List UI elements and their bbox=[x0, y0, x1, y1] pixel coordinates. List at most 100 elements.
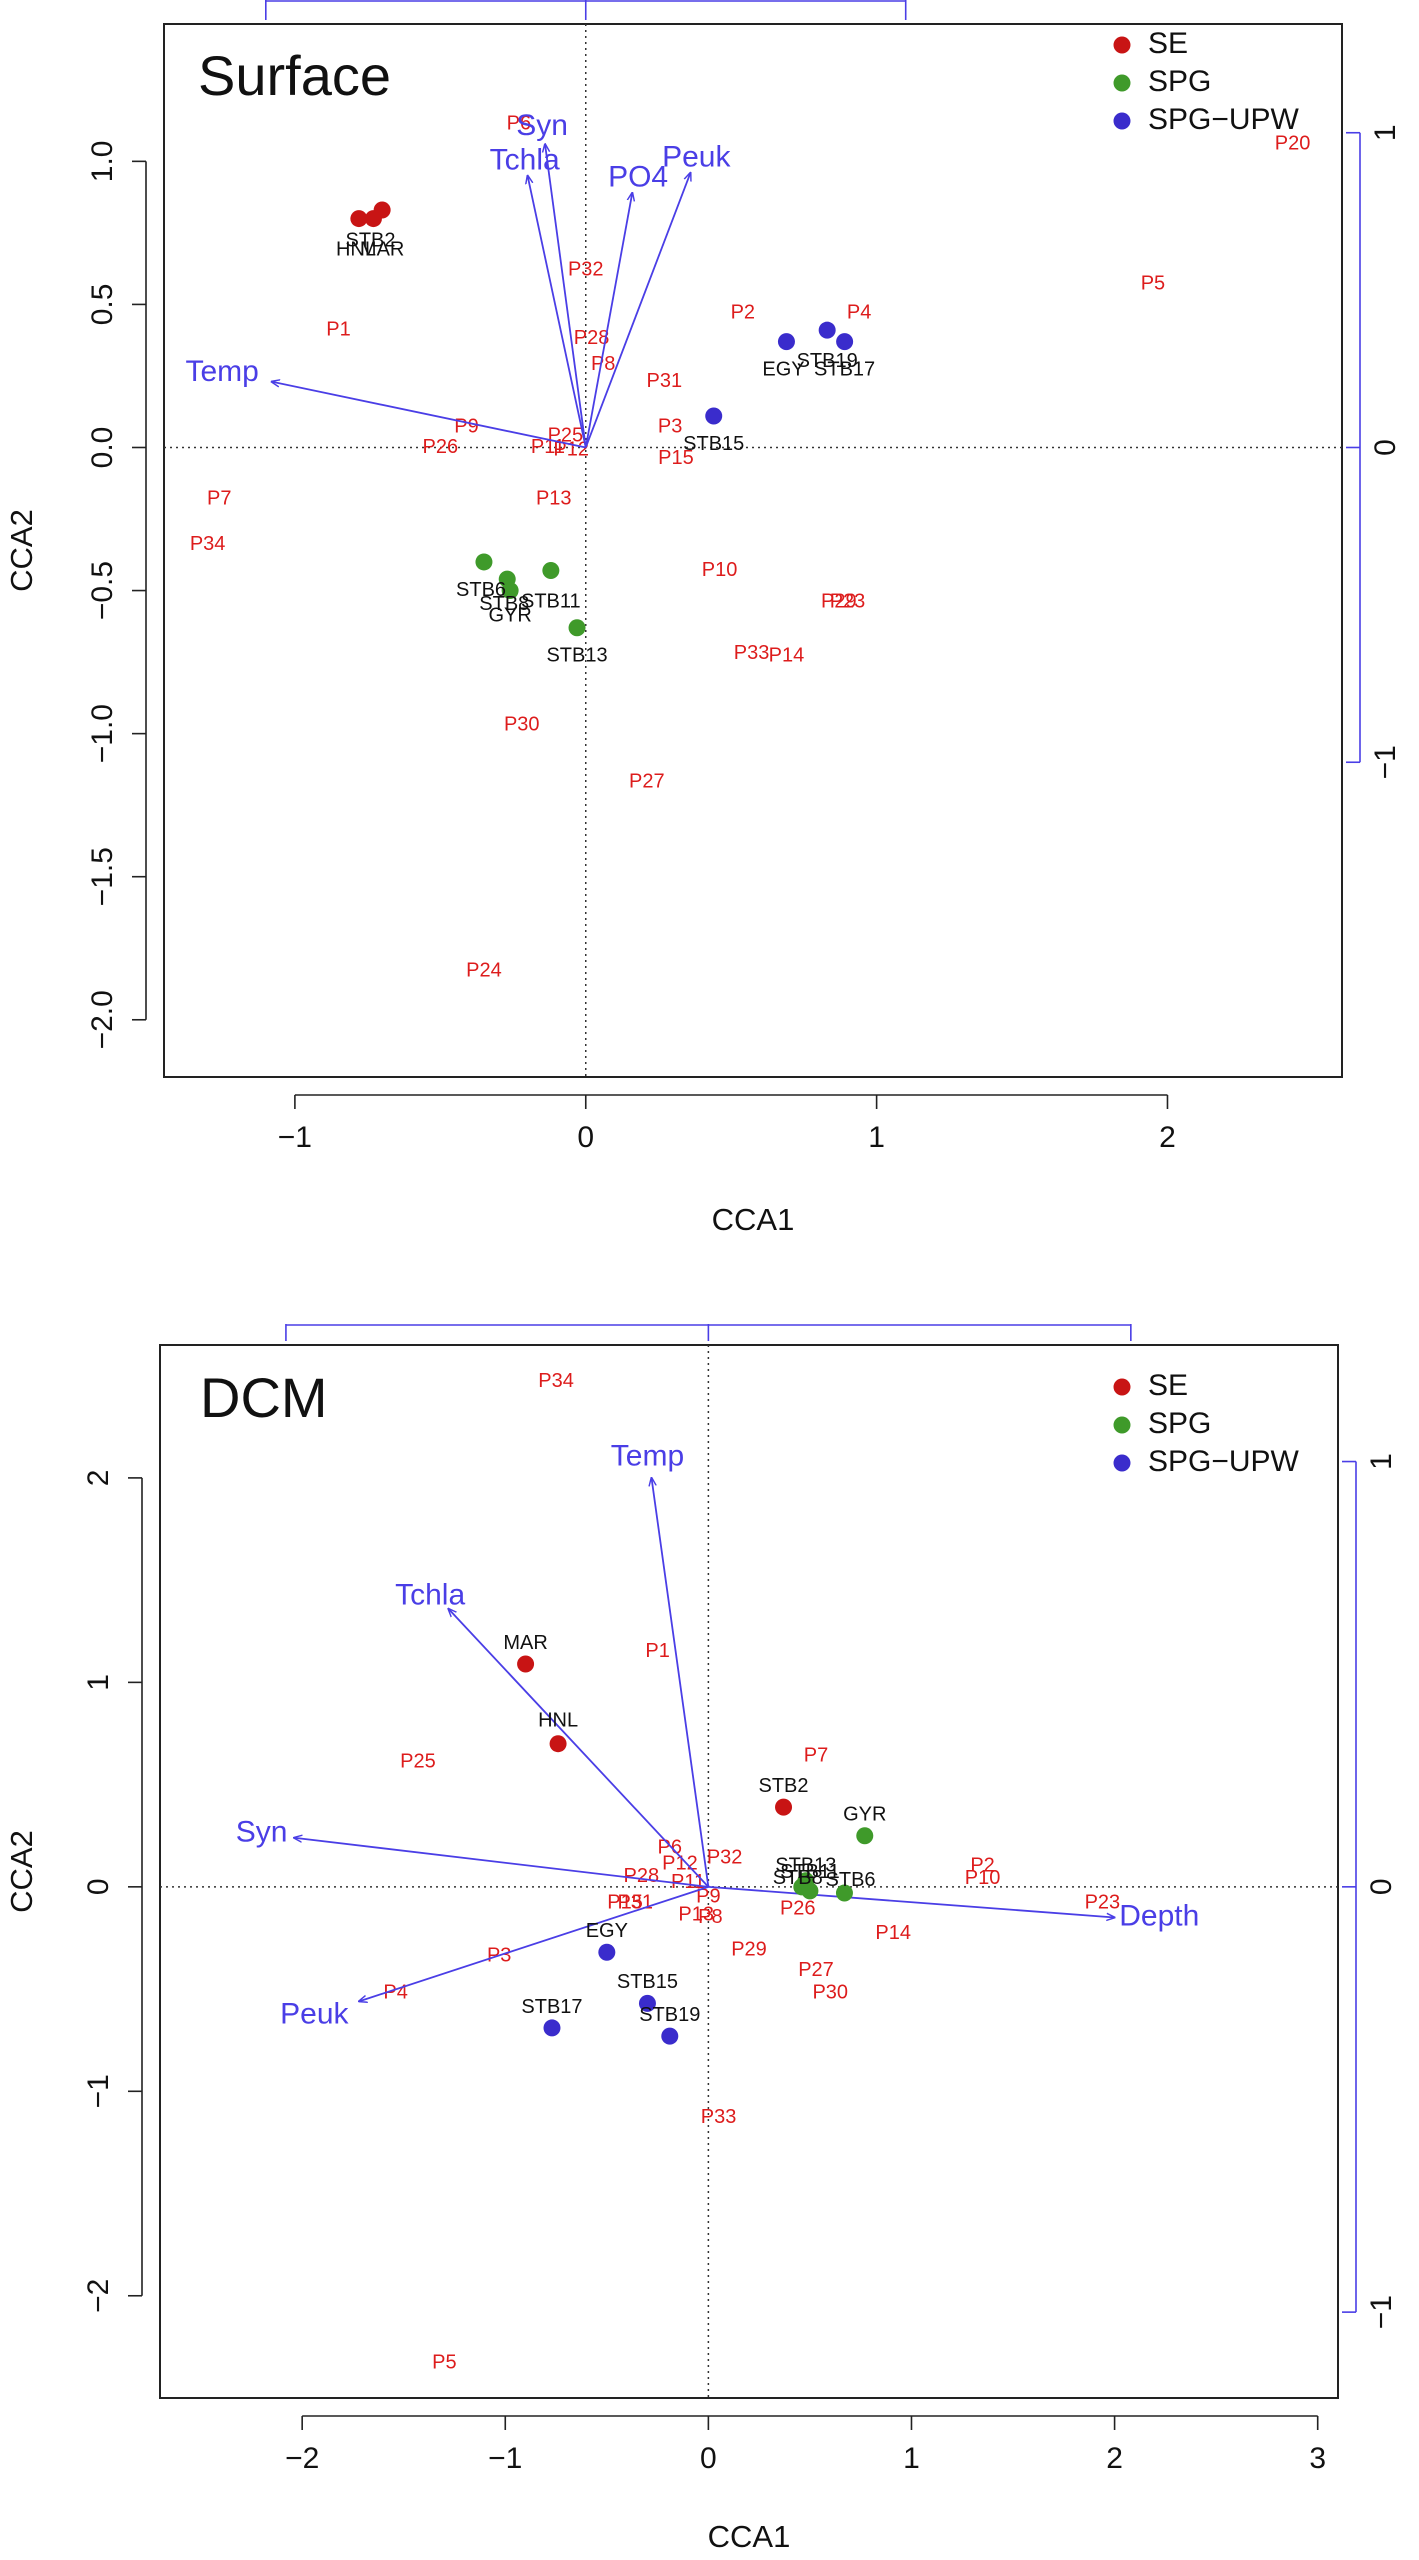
x-tick-label: 2 bbox=[1106, 2442, 1123, 2475]
vector-label: Syn bbox=[236, 1816, 288, 1849]
y-tick-label: 1.0 bbox=[86, 140, 119, 182]
x-tick-label: 0 bbox=[577, 1121, 594, 1154]
surface-panel: −1 0 1 2 −2.0 −1.5 −1.0 −0.5 0.0 0.5 1.0 −1 0 1 CCA1 CC… bbox=[4, 0, 1402, 1237]
site-label: STB8 bbox=[773, 1867, 823, 1889]
species-label: P4 bbox=[847, 301, 871, 323]
species-label: P10 bbox=[965, 1867, 1001, 1889]
y-tick-label: −0.5 bbox=[86, 561, 119, 620]
vector-label: Temp bbox=[185, 355, 258, 388]
x-tick-label: −2 bbox=[285, 2442, 319, 2475]
site-label: STB17 bbox=[521, 1996, 582, 2018]
site-label: STB15 bbox=[683, 433, 744, 455]
plot-frame bbox=[163, 23, 1343, 1078]
species-label: P6 bbox=[507, 112, 531, 134]
legend-marker bbox=[1113, 112, 1131, 130]
site-label: MAR bbox=[503, 1632, 547, 1654]
site-point-stb15 bbox=[638, 1994, 656, 2012]
vector-arrow-peuk bbox=[584, 173, 691, 448]
y-tick-label: 0.0 bbox=[86, 427, 119, 469]
site-label: STB8 bbox=[479, 593, 529, 615]
y-tick-label: 2 bbox=[82, 1470, 115, 1487]
y-tick-label: 0.5 bbox=[86, 284, 119, 326]
species-label: P13 bbox=[678, 1904, 714, 1926]
species-label: P23 bbox=[1085, 1891, 1121, 1913]
species-label: P2 bbox=[731, 301, 755, 323]
legend-marker bbox=[1113, 74, 1131, 92]
site-point-stb19 bbox=[661, 2027, 679, 2045]
vector-arrow-tchla bbox=[528, 176, 587, 448]
legend-marker bbox=[1113, 1454, 1131, 1472]
legend: SE SPG SPG−UPW bbox=[1113, 1369, 1300, 1478]
species-label: P14 bbox=[769, 645, 805, 667]
legend-label: SPG bbox=[1148, 1407, 1211, 1440]
right-secondary-tick-label: 0 bbox=[1369, 439, 1402, 456]
species-label: P15 bbox=[607, 1891, 643, 1913]
y-tick-label: −1.5 bbox=[86, 847, 119, 906]
species-label: P15 bbox=[658, 447, 694, 469]
species-label: P13 bbox=[536, 487, 572, 509]
vector-label: Peuk bbox=[280, 1998, 349, 2031]
site-point-stb8 bbox=[801, 1882, 819, 1900]
vector-arrow-syn bbox=[294, 1838, 709, 1888]
species-label: P27 bbox=[629, 771, 665, 793]
vector-label: Tchla bbox=[395, 1578, 465, 1611]
species-label: P5 bbox=[432, 2352, 456, 2374]
site-label: STB17 bbox=[814, 359, 875, 381]
site-point-mar bbox=[364, 210, 382, 228]
vector-arrow-po4 bbox=[584, 193, 633, 448]
species-label: P23 bbox=[830, 590, 866, 612]
species-label: P30 bbox=[812, 1981, 848, 2003]
site-point-stb17 bbox=[543, 2019, 561, 2037]
legend: SE SPG SPG−UPW bbox=[1113, 27, 1300, 136]
site-point-stb13 bbox=[568, 619, 586, 637]
site-label: HNL bbox=[538, 1709, 578, 1731]
site-point-egy bbox=[598, 1943, 616, 1961]
site-point-gyr bbox=[501, 582, 519, 600]
site-label: EGY bbox=[762, 359, 804, 381]
site-point-stb19 bbox=[818, 321, 836, 339]
site-label: STB11 bbox=[780, 1861, 840, 1883]
site-point-gyr bbox=[856, 1827, 874, 1845]
site-point-egy bbox=[777, 333, 795, 351]
site-point-hnl bbox=[549, 1735, 567, 1753]
site-point-stb6 bbox=[475, 553, 493, 571]
species-label: P32 bbox=[707, 1846, 743, 1868]
right-secondary-tick-label: 1 bbox=[1369, 124, 1402, 141]
site-point-stb2 bbox=[775, 1798, 793, 1816]
species-label: P3 bbox=[658, 416, 682, 438]
species-label: P9 bbox=[454, 416, 478, 438]
vector-label: PO4 bbox=[608, 160, 668, 193]
site-label: STB6 bbox=[826, 1869, 876, 1891]
vector-arrow-temp bbox=[272, 382, 586, 449]
site-point-stb15 bbox=[705, 407, 723, 425]
legend-marker bbox=[1113, 1378, 1131, 1396]
site-point-hnl bbox=[350, 210, 368, 228]
x-axis-title: CCA1 bbox=[712, 1202, 795, 1237]
site-label: HNL bbox=[336, 238, 376, 260]
right-secondary-tick-label: 1 bbox=[1365, 1453, 1398, 1470]
species-label: P2 bbox=[970, 1855, 994, 1877]
species-label: P10 bbox=[702, 559, 738, 581]
site-label: MAR bbox=[360, 238, 404, 260]
y-tick-label: −2 bbox=[82, 2279, 115, 2313]
species-label: P25 bbox=[400, 1750, 436, 1772]
vector-label: Temp bbox=[611, 1439, 684, 1472]
vector-label: Tchla bbox=[490, 143, 560, 176]
site-label: STB19 bbox=[797, 350, 858, 372]
legend-marker bbox=[1113, 36, 1131, 54]
legend-label: SPG−UPW bbox=[1148, 1445, 1300, 1478]
vector-label: Depth bbox=[1119, 1899, 1199, 1932]
x-axis-title: CCA1 bbox=[708, 2519, 791, 2554]
species-label: P8 bbox=[698, 1906, 722, 1928]
species-label: P28 bbox=[624, 1865, 660, 1887]
legend-marker bbox=[1113, 1416, 1131, 1434]
y-tick-label: 1 bbox=[82, 1674, 115, 1691]
x-tick-label: −1 bbox=[488, 2442, 522, 2475]
species-label: P7 bbox=[804, 1744, 828, 1766]
site-label: STB13 bbox=[546, 645, 607, 667]
right-secondary-tick-label: 0 bbox=[1365, 1878, 1398, 1895]
y-tick-label: −1.0 bbox=[86, 704, 119, 763]
species-label: P26 bbox=[780, 1898, 816, 1920]
vector-label: Syn bbox=[516, 109, 568, 142]
